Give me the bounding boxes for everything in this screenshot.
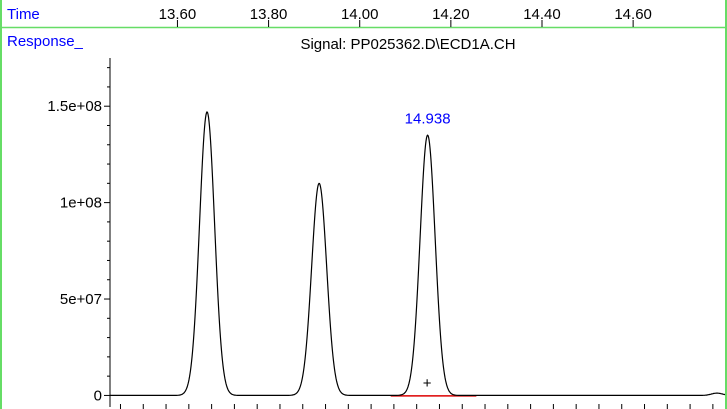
annotations-group: 14.938 +: [405, 111, 451, 392]
x-axis-ticks: 13.60 13.80 14.00 14.20 14.40 14.60: [159, 6, 652, 27]
x-tick-label: 14.00: [341, 6, 379, 23]
x-tick-label: 14.40: [523, 6, 561, 23]
y-tick-label: 1e+08: [60, 195, 102, 212]
bottom-minor-ticks: [119, 404, 714, 409]
y-tick-label: 5e+07: [60, 291, 102, 308]
x-tick-label: 13.60: [159, 6, 197, 23]
signal-trace: [110, 111, 726, 396]
signal-title: Signal: PP025362.D\ECD1A.CH: [300, 36, 515, 53]
x-tick-label: 13.80: [250, 6, 288, 23]
trace-group: [110, 111, 726, 396]
time-axis-label: Time: [7, 6, 40, 23]
y-axis: 0 5e+07 1e+08 1.5e+08: [47, 58, 111, 407]
response-axis-label: Response_: [7, 33, 84, 50]
x-tick-label: 14.60: [614, 6, 652, 23]
peak-label: 14.938: [405, 111, 451, 128]
y-tick-label: 1.5e+08: [47, 98, 102, 115]
y-tick-label: 0: [94, 387, 102, 404]
peak-marker-plus: +: [423, 375, 432, 392]
x-tick-label: 14.20: [432, 6, 470, 23]
